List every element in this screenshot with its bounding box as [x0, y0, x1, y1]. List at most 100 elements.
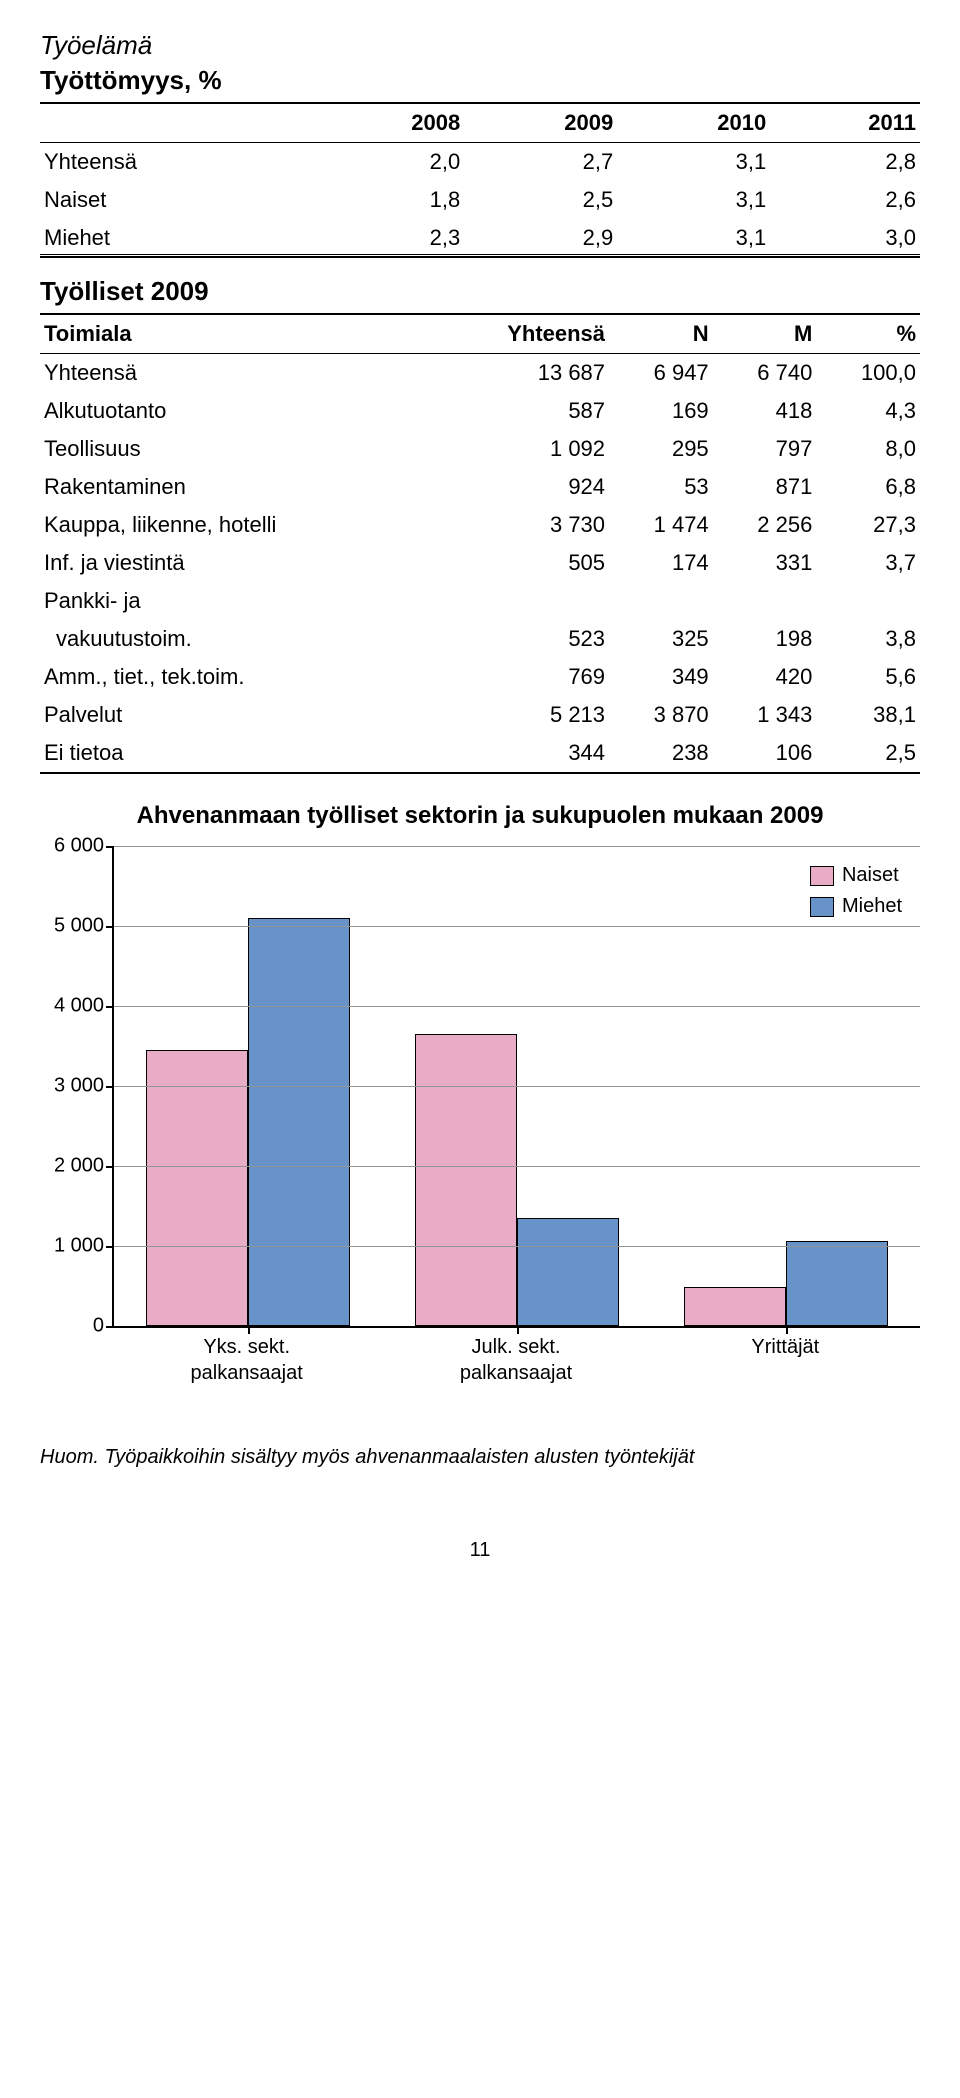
table-cell: 325: [609, 620, 713, 658]
table1-col-header: 2008: [311, 104, 464, 143]
table-cell: 6 740: [713, 354, 817, 393]
table-cell: Miehet: [40, 219, 311, 257]
table-row: Amm., tiet., tek.toim.7693494205,6: [40, 658, 920, 696]
table-row: Pankki- ja: [40, 582, 920, 620]
table-cell: 3,1: [617, 143, 770, 182]
table1-col-header: 2011: [770, 104, 920, 143]
chart-title: Ahvenanmaan työlliset sektorin ja sukupu…: [40, 802, 920, 830]
table2-col-header: N: [609, 315, 713, 354]
table-cell: Inf. ja viestintä: [40, 544, 435, 582]
legend-swatch: [810, 897, 834, 917]
table-cell: Yhteensä: [40, 354, 435, 393]
table-cell: 505: [435, 544, 609, 582]
legend-item: Miehet: [810, 895, 902, 918]
ytick-label: 4 000: [54, 995, 114, 1018]
chart-legend: NaisetMiehet: [810, 864, 902, 926]
table2-col-header: Yhteensä: [435, 315, 609, 354]
table1-col-header: [40, 104, 311, 143]
legend-swatch: [810, 866, 834, 886]
section-title: Työelämä: [40, 30, 920, 61]
table-cell: 198: [713, 620, 817, 658]
table1-col-header: 2009: [464, 104, 617, 143]
table-row: Ei tietoa3442381062,5: [40, 734, 920, 772]
table-cell: 2,8: [770, 143, 920, 182]
table-cell: 5 213: [435, 696, 609, 734]
table-cell: 13 687: [435, 354, 609, 393]
bar: [786, 1241, 888, 1326]
gridline: [114, 1166, 920, 1167]
table-cell: [713, 582, 817, 620]
table-cell: 2,3: [311, 219, 464, 257]
table-cell: 5,6: [816, 658, 920, 696]
table-cell: 106: [713, 734, 817, 772]
table-cell: Pankki- ja: [40, 582, 435, 620]
table-cell: 2,6: [770, 181, 920, 219]
ytick-label: 0: [93, 1315, 114, 1338]
table-cell: 2 256: [713, 506, 817, 544]
table-cell: 4,3: [816, 392, 920, 430]
bar: [517, 1218, 619, 1326]
footnote: Huom. Työpaikkoihin sisältyy myös ahvena…: [40, 1446, 920, 1469]
ytick-label: 3 000: [54, 1075, 114, 1098]
bar: [684, 1287, 786, 1326]
table-row: Yhteensä2,02,73,12,8: [40, 143, 920, 182]
ytick-label: 5 000: [54, 915, 114, 938]
table-cell: Kauppa, liikenne, hotelli: [40, 506, 435, 544]
table-cell: 871: [713, 468, 817, 506]
xtick-mark: [248, 1326, 250, 1334]
table-row: vakuutustoim.5233251983,8: [40, 620, 920, 658]
table-cell: 418: [713, 392, 817, 430]
table-cell: 349: [609, 658, 713, 696]
page-number: 11: [40, 1539, 920, 1562]
table-cell: Rakentaminen: [40, 468, 435, 506]
table-row: Palvelut5 2133 8701 34338,1: [40, 696, 920, 734]
xlabel: Yks. sekt.palkansaajat: [112, 1334, 381, 1386]
table-cell: 100,0: [816, 354, 920, 393]
table-cell: 2,5: [464, 181, 617, 219]
table-cell: 169: [609, 392, 713, 430]
unemployment-table: 2008200920102011 Yhteensä2,02,73,12,8Nai…: [40, 104, 920, 257]
table-row: Miehet2,32,93,13,0: [40, 219, 920, 257]
employed-table: ToimialaYhteensäNM% Yhteensä13 6876 9476…: [40, 315, 920, 772]
table-cell: 420: [713, 658, 817, 696]
table-cell: 295: [609, 430, 713, 468]
table-cell: 331: [713, 544, 817, 582]
table-cell: 2,0: [311, 143, 464, 182]
xlabel: Yrittäjät: [651, 1334, 920, 1386]
gridline: [114, 846, 920, 847]
table-cell: [609, 582, 713, 620]
table-cell: 3,8: [816, 620, 920, 658]
table-cell: 924: [435, 468, 609, 506]
bar: [146, 1050, 248, 1326]
ytick-label: 1 000: [54, 1235, 114, 1258]
table1-title: Työttömyys, %: [40, 65, 920, 96]
gridline: [114, 926, 920, 927]
table-cell: 523: [435, 620, 609, 658]
xlabel: Julk. sekt.palkansaajat: [381, 1334, 650, 1386]
table-cell: Teollisuus: [40, 430, 435, 468]
xtick-mark: [786, 1326, 788, 1334]
table-cell: 2,7: [464, 143, 617, 182]
divider: [40, 772, 920, 774]
table-row: Inf. ja viestintä5051743313,7: [40, 544, 920, 582]
ytick-label: 6 000: [54, 835, 114, 858]
table-cell: vakuutustoim.: [40, 620, 435, 658]
table-cell: 3,1: [617, 181, 770, 219]
xtick-mark: [517, 1326, 519, 1334]
ytick-label: 2 000: [54, 1155, 114, 1178]
table-row: Kauppa, liikenne, hotelli3 7301 4742 256…: [40, 506, 920, 544]
table-cell: Palvelut: [40, 696, 435, 734]
gridline: [114, 1086, 920, 1087]
table-cell: 3 730: [435, 506, 609, 544]
table2-title: Työlliset 2009: [40, 276, 920, 307]
table2-col-header: Toimiala: [40, 315, 435, 354]
table-cell: 344: [435, 734, 609, 772]
table-cell: 1,8: [311, 181, 464, 219]
table-row: Naiset1,82,53,12,6: [40, 181, 920, 219]
table-cell: 587: [435, 392, 609, 430]
table-cell: Naiset: [40, 181, 311, 219]
table-cell: [435, 582, 609, 620]
table-cell: 3 870: [609, 696, 713, 734]
table-cell: 797: [713, 430, 817, 468]
table-cell: 6,8: [816, 468, 920, 506]
